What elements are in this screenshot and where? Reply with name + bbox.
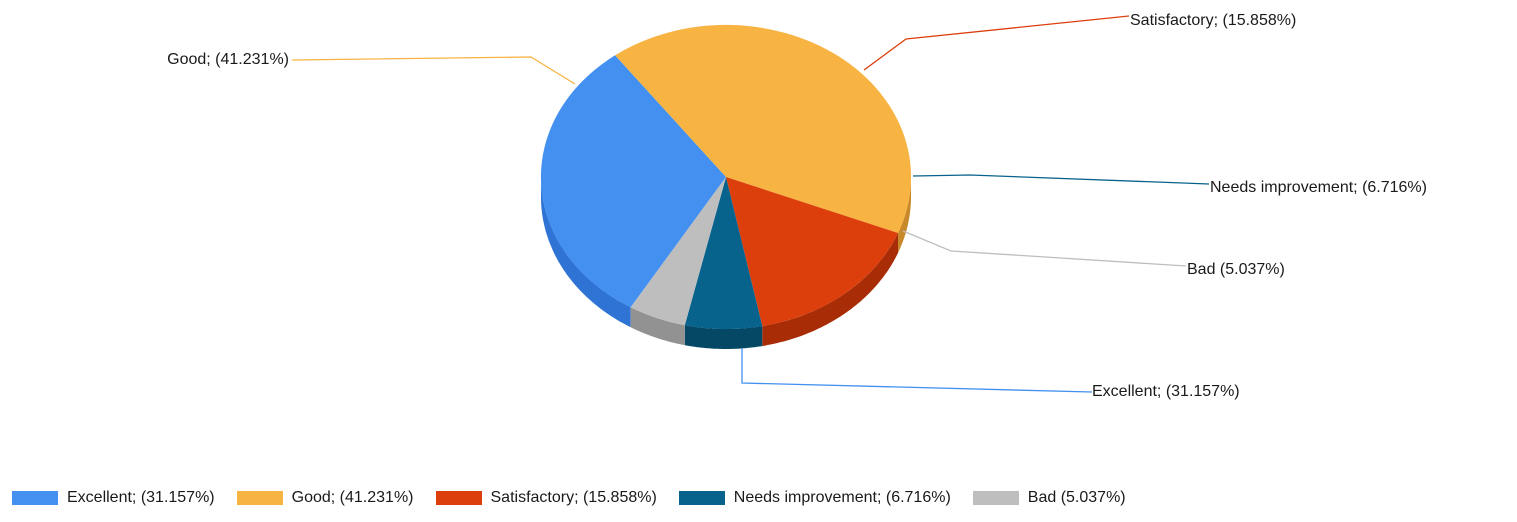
slice-side-good xyxy=(898,175,911,253)
legend-item-good[interactable]: Good; (41.231%) xyxy=(236,489,414,507)
legend-swatch xyxy=(678,491,725,505)
leader-line-bad xyxy=(902,230,1187,267)
legend-swatch xyxy=(236,491,283,505)
slice-bad[interactable] xyxy=(630,177,726,326)
slice-needs-improvement[interactable] xyxy=(684,177,763,330)
slice-label-excellent: Excellent; (31.157%) xyxy=(1092,383,1240,400)
legend-swatch xyxy=(972,491,1019,505)
legend-label: Satisfactory; (15.858%) xyxy=(490,489,657,506)
pie-slices xyxy=(540,24,912,330)
leader-line-needs-improvement xyxy=(912,174,1210,185)
slice-label-good: Good; (41.231%) xyxy=(167,51,289,68)
legend-item-satisfactory[interactable]: Satisfactory; (15.858%) xyxy=(435,489,657,507)
legend-label: Needs improvement; (6.716%) xyxy=(733,489,951,506)
pie-depth xyxy=(541,175,911,349)
slice-side-needs-improvement xyxy=(684,325,763,349)
legend-label: Excellent; (31.157%) xyxy=(67,489,215,506)
legend-item-needs-improvement[interactable]: Needs improvement; (6.716%) xyxy=(678,489,951,507)
slice-labels: Excellent; (31.157%) Good; (41.231%) Satis… xyxy=(167,12,1427,400)
slice-label-bad: Bad (5.037%) xyxy=(1187,261,1285,278)
leader-line-good xyxy=(291,56,576,85)
slice-satisfactory[interactable] xyxy=(726,177,898,327)
slice-side-bad xyxy=(630,307,685,346)
legend-item-bad[interactable]: Bad (5.037%) xyxy=(972,489,1126,507)
slice-side-excellent xyxy=(541,177,631,328)
leader-lines xyxy=(291,15,1210,393)
legend-label: Good; (41.231%) xyxy=(291,489,414,506)
leader-line-satisfactory xyxy=(863,15,1130,71)
legend-swatch xyxy=(435,491,482,505)
legend-label: Bad (5.037%) xyxy=(1027,489,1126,506)
slice-label-needs-improvement: Needs improvement; (6.716%) xyxy=(1210,179,1427,196)
leader-line-excellent xyxy=(741,348,1093,393)
slice-side-satisfactory xyxy=(762,233,898,347)
slice-excellent[interactable] xyxy=(540,55,726,308)
legend: Excellent; (31.157%) Good; (41.231%) Satis… xyxy=(12,486,1148,510)
legend-item-excellent[interactable]: Excellent; (31.157%) xyxy=(12,489,215,507)
slice-label-satisfactory: Satisfactory; (15.858%) xyxy=(1130,12,1296,29)
slice-good[interactable] xyxy=(615,24,912,233)
legend-swatch xyxy=(12,491,58,505)
